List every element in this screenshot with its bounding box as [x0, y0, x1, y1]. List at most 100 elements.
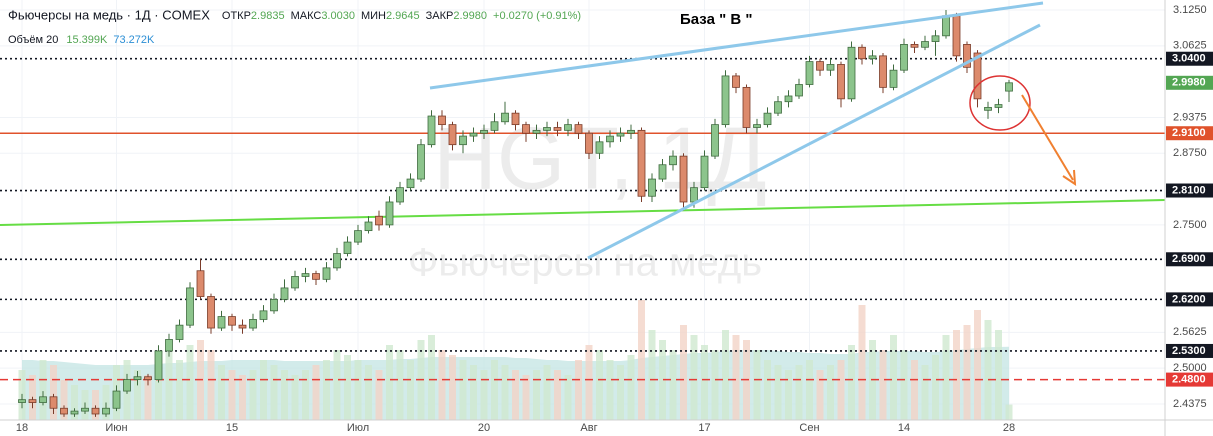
candle-body [574, 124, 583, 134]
candle-body [1005, 82, 1013, 92]
candle-body [501, 112, 509, 123]
y-tick-label: 2.7500 [1173, 219, 1207, 231]
y-tick-label: 2.5625 [1173, 326, 1207, 338]
volume-bar [207, 350, 215, 420]
candle-body [312, 273, 320, 280]
volume-bar [816, 370, 824, 420]
volume-bar [669, 350, 677, 420]
candle-body [774, 101, 782, 114]
legend-value: 2.9835 [251, 10, 285, 22]
volume-bar [711, 350, 719, 420]
candle-body [39, 396, 47, 403]
candle-body [480, 129, 488, 134]
volume-bar [186, 345, 194, 420]
volume-bar [995, 330, 1002, 420]
level-tag-label: 2.5300 [1172, 345, 1206, 357]
volume-bar [386, 345, 393, 420]
candle-body [406, 178, 415, 189]
candle-body [984, 107, 992, 111]
candle-body [669, 155, 677, 166]
candle-body [417, 144, 425, 180]
volume-bar [722, 330, 729, 420]
candle-body [679, 155, 688, 203]
volume-bar [249, 370, 257, 420]
volume-bar [102, 385, 110, 420]
volume-bar [753, 350, 761, 420]
level-tag [1166, 126, 1213, 141]
candle-body [291, 276, 299, 289]
volume-bar [165, 350, 173, 420]
candle-body [753, 124, 761, 128]
volume-bar [638, 300, 645, 420]
candle-body [742, 86, 751, 128]
y-tick-label: 3.1250 [1173, 4, 1207, 16]
volume-bar [333, 350, 341, 420]
candle-body [49, 396, 58, 409]
trend-line [429, 1, 1044, 90]
candle-body [375, 215, 383, 226]
x-tick-label: Июн [105, 422, 127, 434]
candle-body [333, 253, 341, 269]
candle-body [490, 121, 499, 131]
candle-body [123, 379, 131, 392]
volume-bar [291, 375, 299, 420]
candle-body [154, 350, 163, 381]
volume-bar [176, 360, 183, 420]
volume-bar [375, 370, 383, 420]
x-tick-label: 14 [898, 422, 910, 434]
volume-bar [302, 370, 309, 420]
candle-body [70, 410, 79, 415]
candle-body [784, 95, 793, 103]
volume-bar [648, 330, 656, 420]
legend-value: 2.9980 [453, 10, 487, 22]
volume-bar [575, 360, 582, 420]
volume-bar [228, 370, 236, 420]
volume-bar [522, 375, 530, 420]
candle-body [280, 287, 289, 300]
candle-body [301, 273, 310, 277]
candle-body [963, 44, 971, 68]
candle-body [18, 399, 26, 403]
candle-body [648, 178, 656, 197]
candle-body [837, 64, 845, 100]
candle-body [196, 270, 205, 297]
candle-body [658, 164, 667, 180]
volume-bar [449, 355, 456, 420]
volume-bar [459, 360, 467, 420]
volume-bar [890, 335, 897, 420]
volume-bar [344, 355, 351, 420]
volume-bar [155, 355, 162, 420]
candle-body [616, 132, 625, 137]
candle-body [238, 324, 247, 329]
volume-bar [974, 310, 981, 420]
volume-bar [428, 335, 435, 420]
candle-body [175, 324, 184, 340]
candle-body [889, 69, 898, 88]
volume-bar [354, 360, 362, 420]
candle-body [805, 61, 814, 85]
x-tick-label: 17 [698, 422, 710, 434]
volume-bar [963, 325, 971, 420]
legend-value: 3.0030 [321, 10, 355, 22]
candle-body [994, 104, 1003, 108]
candle-body [438, 115, 446, 126]
level-tag [1166, 51, 1213, 66]
candle-body [459, 135, 467, 146]
axes: 3.1250 3.0625 2.9375 2.8750 2.7500 2.5625 2.50… [16, 4, 1213, 434]
candle-body [28, 399, 37, 403]
volume-bar [323, 360, 330, 420]
candle-body [385, 201, 394, 226]
candle-body [448, 124, 457, 146]
volume-bar [942, 335, 950, 420]
volume-bar [879, 350, 887, 420]
legend-label: МАКС [291, 10, 322, 22]
candle-body [585, 132, 593, 154]
candle-body [396, 187, 404, 203]
arrow-head [1062, 169, 1077, 186]
candle-body [102, 407, 110, 415]
volume-bar [438, 350, 446, 420]
candle-body [952, 15, 961, 57]
volume-bar [60, 380, 68, 420]
volume-bar [659, 340, 666, 420]
candle-body [910, 44, 919, 48]
